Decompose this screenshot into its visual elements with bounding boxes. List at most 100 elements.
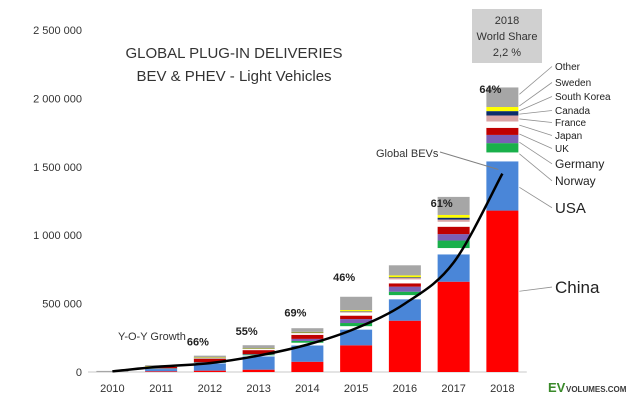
bar-germany-2017 <box>437 240 470 249</box>
logo-text: VOLUMES.COM <box>566 385 627 394</box>
global-bevs-leader-line <box>439 151 499 171</box>
x-tick-label-2013: 2013 <box>246 383 270 395</box>
bar-usa-2017 <box>437 254 470 282</box>
bar-china-2018 <box>486 210 519 372</box>
bar-canada-2016 <box>388 277 421 280</box>
legend-label-canada: Canada <box>555 106 590 117</box>
bar-france-2018 <box>486 121 519 128</box>
bar-norway-2016 <box>388 295 421 300</box>
legend-label-uk: UK <box>555 144 569 155</box>
legend-leader-china <box>519 286 553 292</box>
bar-china-2014 <box>291 361 324 372</box>
legend-leader-usa <box>519 186 553 209</box>
bar-japan-2016 <box>388 283 421 287</box>
bar-germany-2014 <box>291 340 324 343</box>
bar-sweden-2015 <box>340 310 373 312</box>
x-tick-label-2018: 2018 <box>490 383 514 395</box>
x-tick-label-2017: 2017 <box>441 383 465 395</box>
bar-uk-2011 <box>145 368 178 369</box>
bar-south-korea-2013 <box>242 348 275 349</box>
global-bevs-label: Global BEVs <box>376 148 439 160</box>
legend-label-japan: Japan <box>555 131 582 142</box>
bar-usa-2018 <box>486 161 519 211</box>
bar-sweden-2013 <box>242 348 275 349</box>
yoy-growth-label: Y-O-Y Growth <box>118 331 186 343</box>
y-tick-label: 2 000 000 <box>33 93 82 105</box>
legend-label-south-korea: South Korea <box>555 92 611 103</box>
bar-sweden-2017 <box>437 214 470 218</box>
bar-canada-2014 <box>291 332 324 334</box>
bar-canada-2018 <box>486 115 519 122</box>
bar-china-2017 <box>437 281 470 372</box>
bar-other-2016 <box>388 265 421 276</box>
bar-south-korea-2017 <box>437 217 470 220</box>
bar-japan-2013 <box>242 350 275 355</box>
x-tick-label-2016: 2016 <box>393 383 417 395</box>
bar-france-2012 <box>193 357 226 359</box>
bar-usa-2015 <box>340 329 373 346</box>
bar-france-2015 <box>340 312 373 316</box>
y-tick-label: 2 500 000 <box>33 25 82 37</box>
bar-sweden-2016 <box>388 275 421 278</box>
bar-usa-2012 <box>193 363 226 371</box>
x-tick-label-2015: 2015 <box>344 383 368 395</box>
bar-south-korea-2015 <box>340 311 373 312</box>
bar-uk-2015 <box>340 319 373 324</box>
growth-label-2018: 64% <box>479 84 501 96</box>
world-share-year: 2018 <box>495 15 519 27</box>
legend-label-usa: USA <box>555 200 586 217</box>
bar-uk-2018 <box>486 134 519 144</box>
bar-south-korea-2018 <box>486 111 519 116</box>
bar-other-2014 <box>291 328 324 332</box>
growth-label-2017: 61% <box>431 198 453 210</box>
bar-canada-2015 <box>340 311 373 313</box>
bar-china-2011 <box>145 371 178 372</box>
x-tick-label-2014: 2014 <box>295 383 319 395</box>
legend-leader-other <box>519 66 553 95</box>
bar-china-2015 <box>340 345 373 372</box>
legend-label-china: China <box>555 278 600 297</box>
bar-japan-2015 <box>340 315 373 320</box>
world-share-box <box>472 9 542 63</box>
legend-leader-germany <box>519 141 553 165</box>
legend-leader-sweden <box>519 82 553 107</box>
bar-usa-2014 <box>291 345 324 362</box>
legend-leader-uk <box>519 133 553 149</box>
bar-japan-2018 <box>486 127 519 135</box>
bar-usa-2013 <box>242 356 275 370</box>
logo-ev: EV <box>548 380 566 395</box>
bar-other-2015 <box>340 296 373 311</box>
growth-label-2015: 46% <box>333 272 355 284</box>
bar-other-2017 <box>437 196 470 215</box>
bar-usa-2011 <box>145 368 178 372</box>
bar-norway-2018 <box>486 152 519 162</box>
bar-germany-2016 <box>388 291 421 296</box>
legend-label-sweden: Sweden <box>555 78 591 89</box>
bar-sweden-2018 <box>486 107 519 112</box>
legend-label-other: Other <box>555 62 581 73</box>
world-share-label: World Share <box>477 31 538 43</box>
chart-subtitle: BEV & PHEV - Light Vehicles <box>136 68 331 85</box>
bar-uk-2014 <box>291 338 324 341</box>
x-tick-label-2012: 2012 <box>198 383 222 395</box>
chart-title: GLOBAL PLUG-IN DELIVERIES <box>125 45 342 62</box>
growth-label-2012: 66% <box>187 336 209 348</box>
bar-sweden-2012 <box>193 357 226 359</box>
bar-canada-2017 <box>437 219 470 222</box>
legend-label-france: France <box>555 118 587 129</box>
bar-other-2018 <box>486 87 519 108</box>
bar-uk-2017 <box>437 234 470 241</box>
bar-france-2013 <box>242 348 275 351</box>
growth-label-2013: 55% <box>236 326 258 338</box>
bar-japan-2014 <box>291 334 324 339</box>
legend-label-norway: Norway <box>555 174 596 188</box>
bar-france-2014 <box>291 333 324 335</box>
bar-other-2013 <box>242 345 275 349</box>
x-tick-label-2011: 2011 <box>149 383 173 395</box>
bar-norway-2017 <box>437 248 470 255</box>
bar-usa-2016 <box>388 299 421 321</box>
legend-leader-france <box>519 118 553 123</box>
y-tick-label: 0 <box>76 367 82 379</box>
